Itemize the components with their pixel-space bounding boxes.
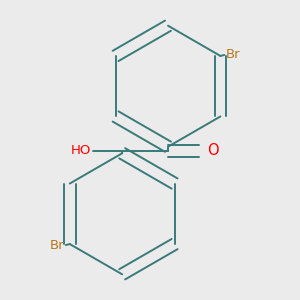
Text: Br: Br [50,239,65,252]
Text: Br: Br [225,48,240,61]
Text: O: O [207,143,219,158]
Text: HO: HO [71,145,91,158]
